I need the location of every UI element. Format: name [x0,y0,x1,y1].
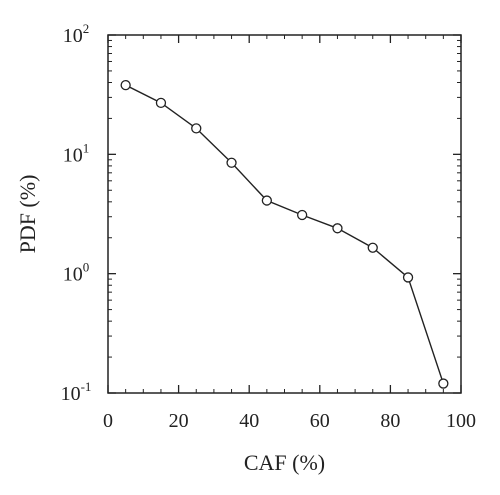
data-point [191,123,202,134]
data-point [367,242,378,253]
x-tick-label: 40 [239,410,259,432]
y-axis-label: PDF (%) [15,175,40,254]
x-tick-label: 20 [169,410,189,432]
data-point [402,272,414,283]
data-point [120,79,131,91]
x-tick-label: 80 [380,410,400,432]
series-line [125,84,445,384]
data-point [155,97,167,109]
data-point [296,209,308,221]
data-point [261,195,273,206]
data-series [120,79,449,389]
data-point [438,378,449,389]
x-tick-label: 100 [446,410,476,432]
y-tick-label: 102 [63,21,90,47]
data-point [332,223,343,234]
plot-frame [107,34,462,394]
y-tick-label: 10-1 [61,379,92,405]
x-axis-label: CAF (%) [244,450,325,475]
x-tick-label: 60 [310,410,330,432]
tick-marks [107,34,462,394]
tick-labels: 0 20 40 60 80 100 10-1 100 101 102 [61,21,476,432]
x-tick-label: 0 [103,410,113,432]
y-tick-label: 100 [63,260,90,286]
y-tick-label: 101 [63,140,90,166]
data-point [226,157,237,168]
